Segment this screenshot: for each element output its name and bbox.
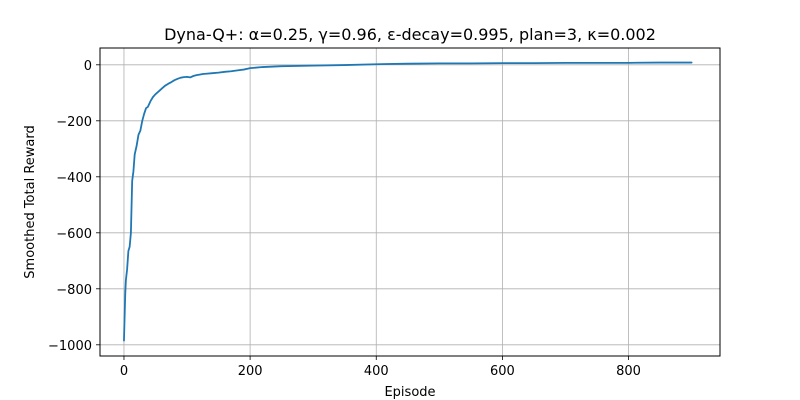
x-tick-label: 800	[616, 364, 641, 379]
chart-title: Dyna-Q+: α=0.25, γ=0.96, ε-decay=0.995, …	[164, 25, 656, 44]
plot-frame	[99, 47, 721, 357]
plot-area-background	[100, 48, 720, 356]
y-tick-label: −400	[56, 171, 92, 186]
y-tick-label: −600	[56, 227, 92, 242]
x-axis: 0 200 400 600 800	[120, 356, 641, 379]
grid	[100, 48, 720, 356]
y-axis-label: Smoothed Total Reward	[23, 125, 38, 278]
y-tick-label: −800	[56, 283, 92, 298]
series-layer	[123, 61, 693, 342]
x-tick-label: 200	[238, 364, 263, 379]
series-line	[123, 61, 693, 342]
x-tick-label: 400	[364, 364, 389, 379]
x-tick-label: 0	[120, 364, 128, 379]
y-tick-label: 0	[84, 59, 92, 74]
y-axis: −1000 −800 −600 −400 −200 0	[48, 59, 100, 354]
y-tick-label: −1000	[48, 339, 92, 354]
x-tick-label: 600	[490, 364, 515, 379]
y-tick-label: −200	[56, 115, 92, 130]
x-axis-label: Episode	[384, 385, 435, 400]
